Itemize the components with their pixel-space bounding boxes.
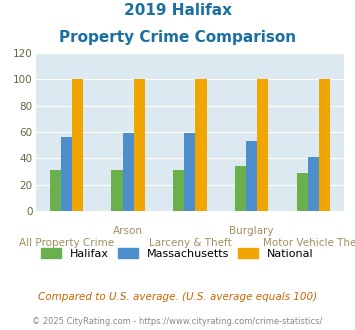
Bar — [133, 79, 145, 211]
Text: All Property Crime: All Property Crime — [19, 238, 114, 248]
Bar — [246, 141, 257, 211]
Bar — [50, 170, 61, 211]
Text: Burglary: Burglary — [229, 226, 274, 236]
Bar — [319, 79, 330, 211]
Bar — [308, 157, 319, 211]
Bar — [173, 170, 184, 211]
Bar — [61, 137, 72, 211]
Bar — [122, 133, 133, 211]
Bar — [111, 170, 122, 211]
Text: Property Crime Comparison: Property Crime Comparison — [59, 30, 296, 45]
Text: Larceny & Theft: Larceny & Theft — [148, 238, 231, 248]
Bar — [257, 79, 268, 211]
Bar — [72, 79, 83, 211]
Text: Arson: Arson — [113, 226, 143, 236]
Legend: Halifax, Massachusetts, National: Halifax, Massachusetts, National — [41, 248, 314, 259]
Bar — [196, 79, 207, 211]
Text: Motor Vehicle Theft: Motor Vehicle Theft — [263, 238, 355, 248]
Bar — [297, 173, 308, 211]
Text: Compared to U.S. average. (U.S. average equals 100): Compared to U.S. average. (U.S. average … — [38, 292, 317, 302]
Bar — [235, 166, 246, 211]
Text: 2019 Halifax: 2019 Halifax — [124, 3, 231, 18]
Bar — [184, 133, 196, 211]
Text: © 2025 CityRating.com - https://www.cityrating.com/crime-statistics/: © 2025 CityRating.com - https://www.city… — [32, 317, 323, 326]
